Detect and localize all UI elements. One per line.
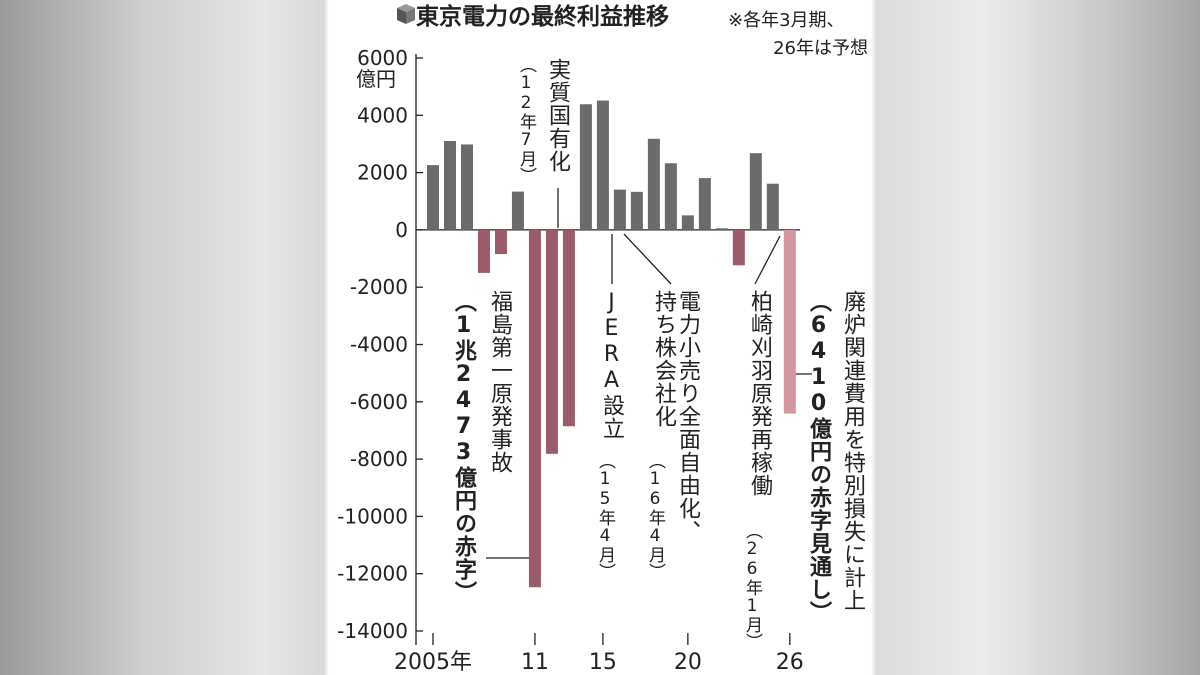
y-tick-label: -14000	[337, 619, 408, 643]
bar	[715, 228, 728, 230]
annotation: 福島第一原発事故	[487, 290, 512, 474]
x-tick-label: 15	[589, 650, 617, 675]
bar	[749, 153, 762, 230]
y-tick-label: -8000	[350, 447, 408, 471]
annotation: 持ち株会社化	[651, 290, 676, 428]
bar	[647, 138, 660, 230]
y-tick-label: 6000	[357, 46, 408, 70]
y-tick-label: 2000	[357, 161, 408, 185]
bar	[528, 229, 541, 588]
y-tick-label: 0	[395, 218, 408, 242]
note: ※各年3月期、	[728, 10, 845, 31]
leader-lines	[486, 188, 812, 559]
bar	[511, 191, 524, 230]
note: 26年は予想	[773, 38, 868, 59]
annotation: JERA設立	[599, 290, 624, 440]
bar	[426, 165, 439, 230]
x-tick-label: 11	[521, 650, 549, 675]
bar	[783, 229, 796, 414]
bar	[681, 215, 694, 230]
annotation-note: （12年7月）	[516, 56, 536, 184]
bar	[732, 229, 745, 266]
y-unit: 億円	[356, 67, 396, 91]
bar	[698, 178, 711, 230]
annotation-note: （1兆2473億円の赤字）	[451, 290, 476, 604]
y-tick-label: -6000	[350, 390, 408, 414]
bar	[494, 229, 507, 255]
bar	[460, 144, 473, 230]
x-tick-label: 20	[674, 650, 702, 675]
bar	[477, 229, 490, 273]
annotation: 電力小売り全面自由化、	[675, 290, 700, 543]
bar	[579, 104, 592, 230]
bar	[766, 183, 779, 230]
y-tick-label: 4000	[357, 103, 408, 127]
y-tick-label: -2000	[350, 275, 408, 299]
annotation-note: （16年4月）	[645, 452, 665, 580]
annotation: 実質国有化	[545, 58, 570, 173]
y-tick-label: -10000	[337, 504, 408, 528]
bar	[596, 100, 609, 230]
annotation: 柏崎刈羽原発再稼働	[747, 290, 772, 497]
bar	[545, 229, 558, 454]
bar	[630, 191, 643, 230]
annotation-note: （6410億円の赤字見通し）	[806, 290, 831, 624]
annotation: 廃炉関連費用を特別損失に計上	[840, 290, 865, 612]
bar	[613, 189, 626, 230]
bar	[664, 163, 677, 230]
bar	[562, 229, 575, 427]
x-tick-label: 26	[776, 650, 804, 675]
y-tick-label: -12000	[337, 562, 408, 586]
chart-title: 東京電力の最終利益推移	[416, 3, 669, 30]
annotation-note: （15年4月）	[595, 452, 615, 580]
bar	[443, 140, 456, 230]
x-tick-label: 2005年	[394, 650, 472, 675]
y-tick-label: -4000	[350, 333, 408, 357]
title-icon	[397, 4, 415, 24]
annotation-note: （26年1月）	[742, 522, 762, 650]
